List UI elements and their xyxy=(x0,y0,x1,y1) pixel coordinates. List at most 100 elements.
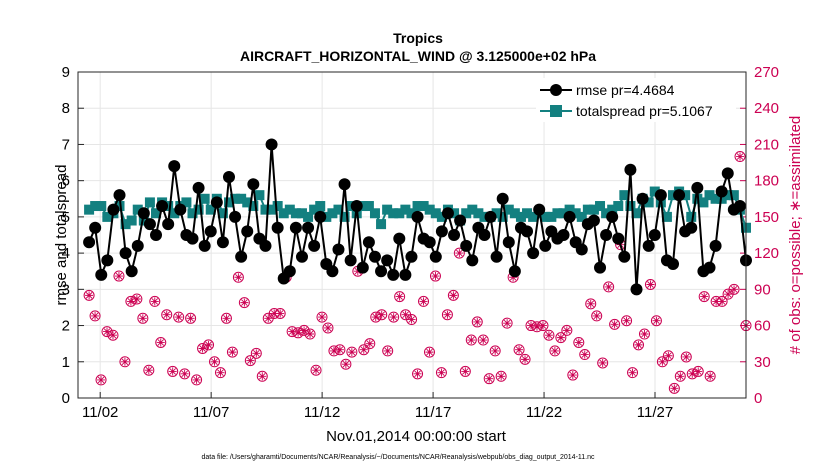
rmse-point xyxy=(119,247,132,260)
obs-point xyxy=(143,364,155,376)
obs-possible-marker xyxy=(668,382,680,394)
totalspread-point xyxy=(369,208,380,219)
rmse-point xyxy=(429,250,442,263)
obs-assimilated-marker xyxy=(652,316,661,325)
obs-possible-marker xyxy=(107,329,119,341)
obs-point xyxy=(388,311,400,323)
obs-possible-marker xyxy=(513,344,525,356)
rmse-point xyxy=(399,268,412,281)
obs-possible-marker xyxy=(113,270,125,282)
y-tick-label: 0 xyxy=(62,390,70,407)
rmse-point xyxy=(137,207,150,220)
obs-assimilated-marker xyxy=(562,326,571,335)
rmse-point xyxy=(216,236,229,249)
obs-assimilated-marker xyxy=(228,348,237,357)
rmse-point xyxy=(466,254,479,267)
rmse-point xyxy=(344,254,357,267)
obs-assimilated-marker xyxy=(544,331,553,340)
obs-assimilated-marker xyxy=(473,317,482,326)
obs-assimilated-marker xyxy=(132,294,141,303)
rmse-point xyxy=(496,192,509,205)
obs-assimilated-marker xyxy=(682,352,691,361)
obs-possible-marker xyxy=(501,317,513,329)
obs-assimilated-marker xyxy=(150,297,159,306)
rmse-point xyxy=(490,250,503,263)
obs-possible-marker xyxy=(167,365,179,377)
rmse-point xyxy=(654,189,667,202)
obs-assimilated-marker xyxy=(371,313,380,322)
rmse-point xyxy=(411,210,424,223)
obs-assimilated-marker xyxy=(730,285,739,294)
obs-point xyxy=(453,247,465,259)
totalspread-point xyxy=(473,208,484,219)
rmse-point xyxy=(375,265,388,278)
rmse-point xyxy=(283,265,296,278)
obs-possible-marker xyxy=(346,346,358,358)
obs-point xyxy=(513,344,525,356)
rmse-point xyxy=(721,167,734,180)
obs-possible-marker xyxy=(734,151,746,163)
x-tick-label: 11/07 xyxy=(193,404,229,421)
obs-assimilated-marker xyxy=(186,314,195,323)
rmse-point xyxy=(521,225,534,238)
rmse-point xyxy=(630,283,643,296)
totalspread-point xyxy=(254,190,265,201)
rmse-point xyxy=(241,225,254,238)
obs-possible-marker xyxy=(680,351,692,363)
rmse-point xyxy=(368,250,381,263)
y2-tick-label: 60 xyxy=(754,318,771,335)
rmse-point xyxy=(557,229,570,241)
totalspread-point xyxy=(564,204,575,215)
obs-point xyxy=(334,344,346,356)
rmse-point xyxy=(703,261,716,274)
obs-assimilated-marker xyxy=(485,374,494,383)
totalspread-point xyxy=(552,208,563,219)
obs-point xyxy=(627,367,639,379)
obs-possible-marker xyxy=(543,329,555,341)
obs-assimilated-marker xyxy=(658,357,667,366)
obs-possible-marker xyxy=(537,320,549,332)
obs-assimilated-marker xyxy=(598,358,607,367)
obs-point xyxy=(232,271,244,283)
legend-spread-label: totalspread pr=5.1067 xyxy=(576,103,713,119)
rmse-point xyxy=(478,229,491,241)
obs-possible-marker xyxy=(226,346,238,358)
obs-assimilated-marker xyxy=(168,367,177,376)
rmse-point xyxy=(381,254,394,267)
rmse-point xyxy=(131,239,144,252)
obs-point xyxy=(549,345,561,357)
obs-assimilated-marker xyxy=(640,330,649,339)
obs-assimilated-marker xyxy=(455,249,464,258)
obs-point xyxy=(597,357,609,369)
rmse-point xyxy=(350,200,363,213)
obs-point xyxy=(692,365,704,377)
x-tick-label: 11/02 xyxy=(82,404,118,421)
totalspread-point xyxy=(588,204,599,215)
obs-possible-marker xyxy=(447,289,459,301)
obs-point xyxy=(203,339,215,351)
obs-possible-marker xyxy=(418,295,430,307)
obs-possible-marker xyxy=(274,307,286,319)
x-axis-label: Nov.01,2014 00:00:00 start xyxy=(326,428,507,445)
totalspread-point xyxy=(613,201,624,212)
obs-point xyxy=(656,356,668,368)
obs-point xyxy=(340,358,352,370)
obs-assimilated-marker xyxy=(395,292,404,301)
obs-possible-marker xyxy=(238,297,250,309)
obs-possible-marker xyxy=(495,370,507,382)
rmse-point xyxy=(448,229,461,241)
obs-assimilated-marker xyxy=(114,272,123,281)
obs-point xyxy=(298,324,310,336)
x-tick-label: 11/27 xyxy=(637,404,673,421)
rmse-point xyxy=(594,261,607,274)
totalspread-point xyxy=(278,208,289,219)
legend-spread-marker xyxy=(550,105,562,117)
totalspread-point xyxy=(661,211,672,222)
obs-point xyxy=(346,346,358,358)
chart-subtitle: AIRCRAFT_HORIZONTAL_WIND @ 3.125000e+02 … xyxy=(240,48,596,64)
rmse-point xyxy=(308,239,321,252)
totalspread-point xyxy=(503,204,514,215)
obs-possible-marker xyxy=(292,327,304,339)
obs-point xyxy=(370,311,382,323)
totalspread-point xyxy=(497,211,508,222)
